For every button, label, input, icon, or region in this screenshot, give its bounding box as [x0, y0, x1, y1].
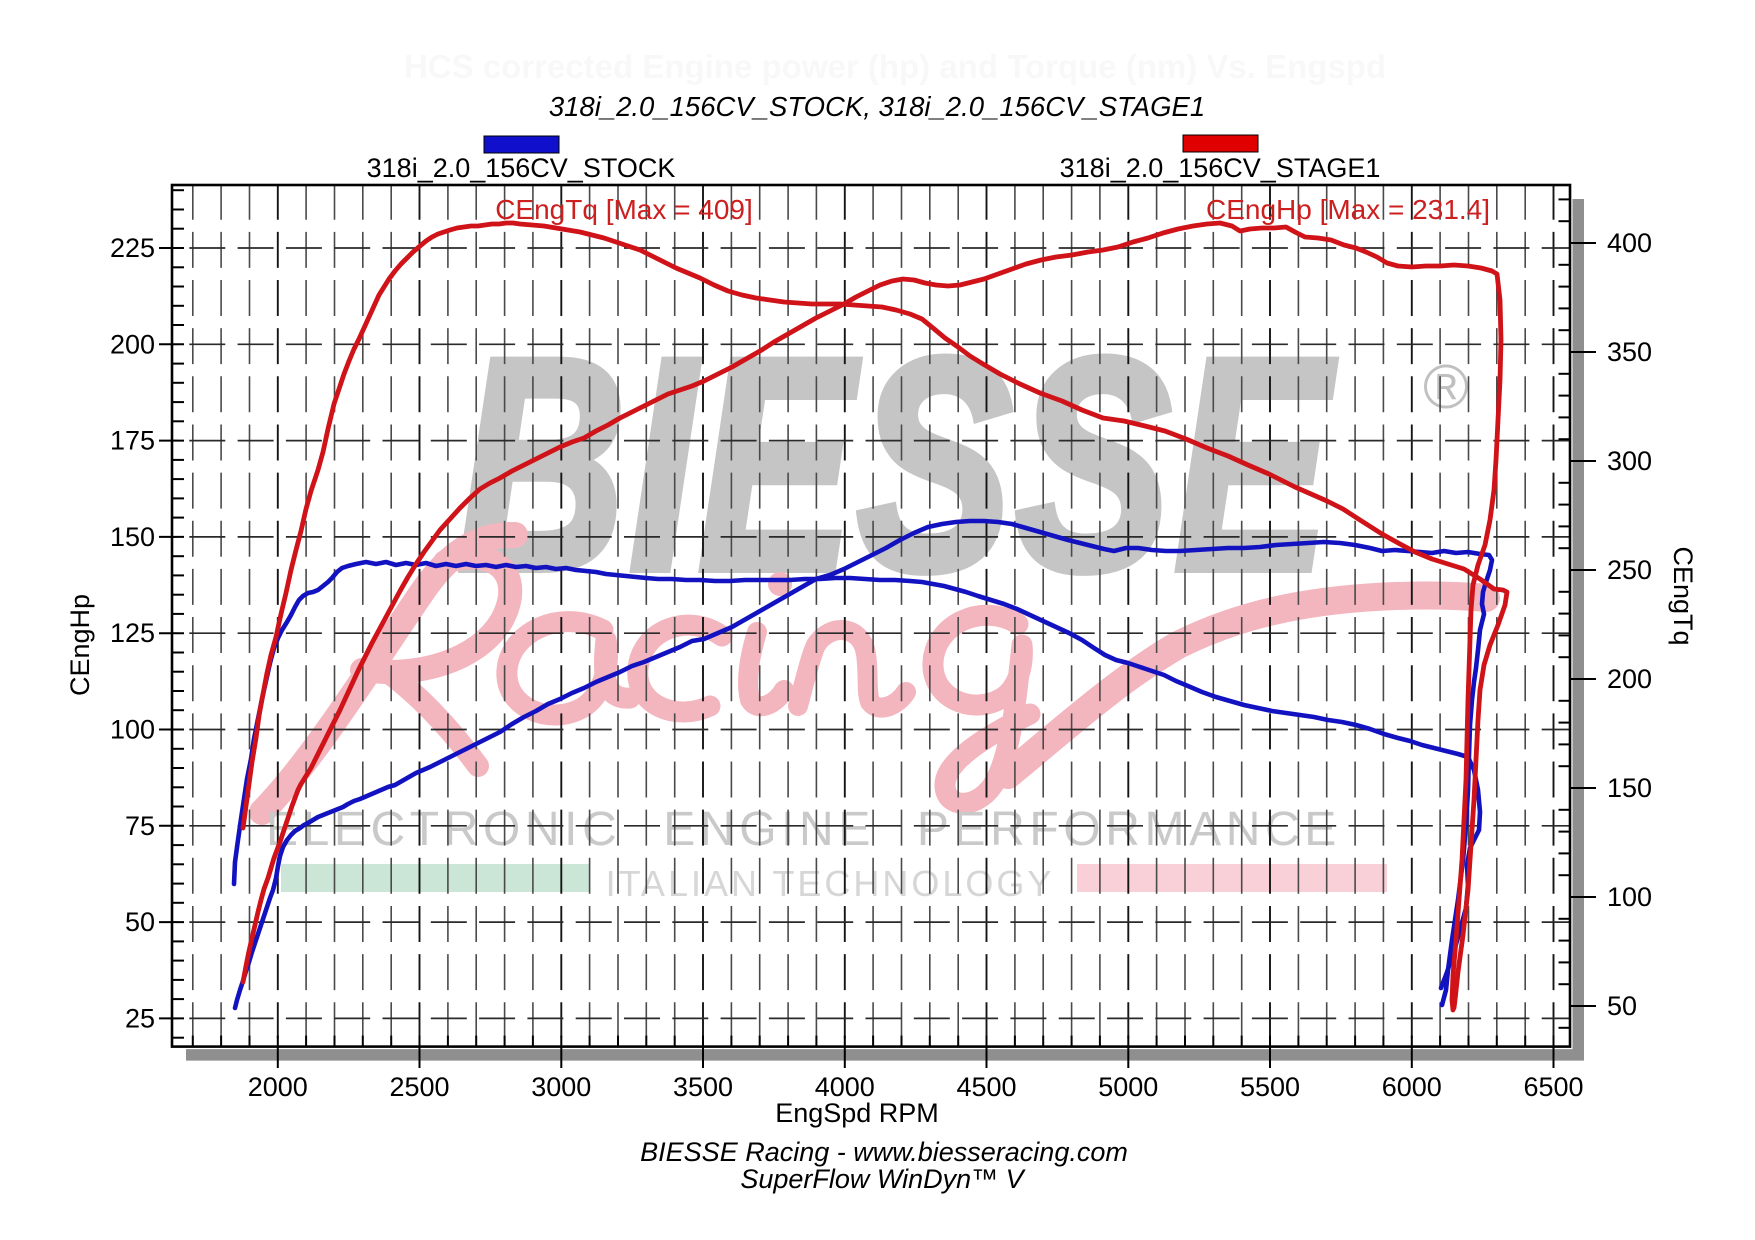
svg-text:50: 50 — [125, 907, 155, 937]
svg-text:6000: 6000 — [1382, 1072, 1442, 1102]
svg-text:150: 150 — [1607, 773, 1652, 803]
svg-text:125: 125 — [110, 618, 155, 648]
svg-text:BIESSE Racing - www.biesseraci: BIESSE Racing - www.biesseracing.com — [640, 1137, 1128, 1167]
svg-text:4500: 4500 — [956, 1072, 1016, 1102]
svg-text:EngSpd RPM: EngSpd RPM — [775, 1098, 939, 1128]
svg-text:25: 25 — [125, 1003, 155, 1033]
svg-text:2000: 2000 — [248, 1072, 308, 1102]
svg-text:75: 75 — [125, 811, 155, 841]
svg-text:HCS corrected Engine power (hp: HCS corrected Engine power (hp) and Torq… — [404, 48, 1386, 85]
svg-text:CEngHp: CEngHp — [65, 594, 95, 696]
svg-text:®: ® — [1423, 353, 1469, 422]
svg-text:150: 150 — [110, 522, 155, 552]
svg-text:ELECTRONIC ENGINE PERFORMANCE: ELECTRONIC ENGINE PERFORMANCE — [266, 803, 1341, 856]
svg-text:2500: 2500 — [389, 1072, 449, 1102]
svg-text:5500: 5500 — [1240, 1072, 1300, 1102]
svg-text:300: 300 — [1607, 446, 1652, 476]
svg-text:4000: 4000 — [815, 1072, 875, 1102]
svg-text:CEngTq [Max = 409]: CEngTq [Max = 409] — [495, 194, 753, 225]
svg-text:5000: 5000 — [1098, 1072, 1158, 1102]
svg-text:6500: 6500 — [1523, 1072, 1583, 1102]
svg-text:318i_2.0_156CV_STOCK, 318i_2.0: 318i_2.0_156CV_STOCK, 318i_2.0_156CV_STA… — [549, 91, 1205, 122]
svg-text:200: 200 — [1607, 664, 1652, 694]
svg-text:CEngTq: CEngTq — [1668, 546, 1698, 645]
svg-text:50: 50 — [1607, 991, 1637, 1021]
svg-text:SuperFlow WinDyn™ V: SuperFlow WinDyn™ V — [740, 1164, 1026, 1194]
svg-text:175: 175 — [110, 426, 155, 456]
svg-text:200: 200 — [110, 329, 155, 359]
svg-text:250: 250 — [1607, 555, 1652, 585]
svg-text:ITALIAN TECHNOLOGY: ITALIAN TECHNOLOGY — [606, 863, 1055, 904]
svg-text:BIESSE: BIESSE — [458, 297, 1337, 632]
svg-text:400: 400 — [1607, 228, 1652, 258]
svg-text:3500: 3500 — [673, 1072, 733, 1102]
svg-text:350: 350 — [1607, 337, 1652, 367]
svg-text:CEngHp [Max = 231.4]: CEngHp [Max = 231.4] — [1206, 194, 1490, 225]
svg-text:318i_2.0_156CV_STOCK: 318i_2.0_156CV_STOCK — [367, 153, 676, 183]
svg-text:3000: 3000 — [531, 1072, 591, 1102]
svg-text:225: 225 — [110, 233, 155, 263]
svg-text:100: 100 — [110, 715, 155, 745]
svg-text:318i_2.0_156CV_STAGE1: 318i_2.0_156CV_STAGE1 — [1060, 153, 1381, 183]
svg-text:100: 100 — [1607, 882, 1652, 912]
